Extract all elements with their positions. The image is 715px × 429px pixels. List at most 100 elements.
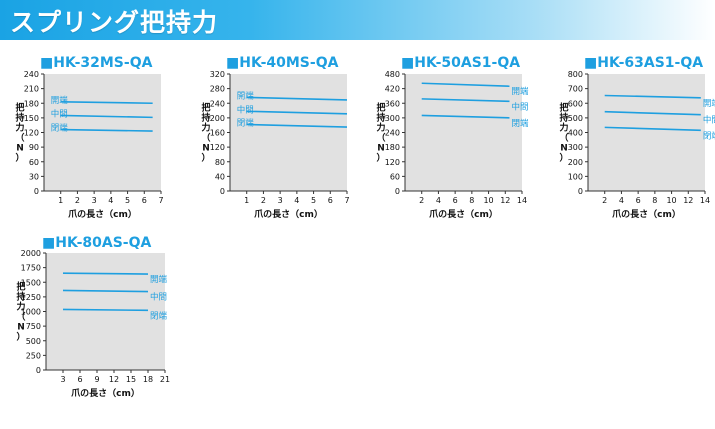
y-axis-label-char: （ <box>376 133 385 144</box>
chart-title: ■HK-40MS-QA <box>226 55 339 71</box>
series-line-1 <box>60 114 153 119</box>
series-line-2 <box>62 308 149 312</box>
y-tick-label: 200 <box>568 158 583 167</box>
y-tick-label: 30 <box>29 172 39 181</box>
y-tick-label: 0 <box>34 187 39 196</box>
x-axis-label: 爪の長さ（cm） <box>429 209 498 220</box>
y-tick-label: 500 <box>26 337 41 346</box>
y-axis-label: 把持力（ N） <box>16 281 25 343</box>
plot-area <box>46 253 165 370</box>
y-tick-label: 700 <box>568 85 583 94</box>
title-text: HK-32MS-QA <box>53 55 152 71</box>
y-tick-label: 120 <box>210 143 225 152</box>
x-tick-label: 7 <box>158 196 163 205</box>
chart-hk-32ms-qa: ■HK-32MS-QA 0 30 60 90 120 150 180 210 240 1 2 3 4 5 6 7… <box>14 55 211 231</box>
y-tick-label: 750 <box>26 322 41 331</box>
x-tick-label: 1 <box>58 196 63 205</box>
chart-svg: ■HK-63AS1-QA 0 100 200 300 400 500 600 700 800 2 4 6… <box>559 55 715 220</box>
x-tick-label: 9 <box>94 375 99 384</box>
chart-title: ■HK-80AS-QA <box>42 235 152 251</box>
y-axis-label: 把持力（ N） <box>376 102 385 164</box>
y-axis-label-char: 持 <box>15 112 24 124</box>
x-tick-label: 2 <box>75 196 80 205</box>
y-axis-label-char: 把 <box>376 102 385 114</box>
x-tick-label: 3 <box>92 196 97 205</box>
y-tick-label: 200 <box>210 114 225 123</box>
y-tick-label: 80 <box>215 158 225 167</box>
y-tick-label: 250 <box>26 351 41 360</box>
series-line-0 <box>246 96 348 101</box>
x-tick-label: 3 <box>278 196 283 205</box>
y-tick-label: 300 <box>568 143 583 152</box>
y-tick-label: 800 <box>568 70 583 79</box>
x-tick-label: 5 <box>125 196 130 205</box>
x-axis-label: 爪の長さ（cm） <box>612 209 681 220</box>
y-axis-label: 把持力（ N） <box>15 102 24 164</box>
y-tick-label: 120 <box>24 129 39 138</box>
y-tick-label: 1250 <box>21 293 41 302</box>
y-tick-label: 0 <box>395 187 400 196</box>
y-tick-label: 280 <box>210 85 225 94</box>
series-label-0: 開端 <box>237 90 255 101</box>
chart-title: ■HK-32MS-QA <box>40 55 153 71</box>
series-line-2 <box>604 126 701 132</box>
chart-title: ■HK-50AS1-QA <box>401 55 520 71</box>
series-label-2: 閉端 <box>237 117 255 128</box>
y-tick-label: 0 <box>220 187 225 196</box>
chart-svg: ■HK-80AS-QA 0 250 500 750 1000 1250 1500 1750 200… <box>16 235 170 399</box>
x-tick-label: 3 <box>60 375 65 384</box>
y-tick-label: 210 <box>24 85 39 94</box>
series-label-2: 閉端 <box>150 310 168 321</box>
y-axis-label-char: N <box>17 323 25 333</box>
y-axis-label: 把持力（ N） <box>559 102 568 164</box>
y-axis-label-char: （ <box>201 133 210 144</box>
y-axis-label-char: 力 <box>16 301 25 313</box>
x-tick-label: 6 <box>142 196 147 205</box>
y-axis-label-char: N <box>16 144 24 154</box>
title-text: HK-63AS1-QA <box>597 55 703 71</box>
x-tick-label: 4 <box>108 196 113 205</box>
series-label-0: 開端 <box>51 95 69 106</box>
y-axis-label-char: 把 <box>201 102 210 114</box>
y-axis-label-char: ） <box>376 153 385 164</box>
y-axis-label-char: 持 <box>16 291 25 303</box>
chart-hk-40ms-qa: ■HK-40MS-QA 0 40 80 120 160 200 240 280 320 1 2 3 4 5 6… <box>200 55 397 231</box>
y-tick-label: 100 <box>568 172 583 181</box>
x-tick-label: 14 <box>517 196 527 205</box>
series-line-0 <box>60 100 153 105</box>
series-line-1 <box>421 98 510 103</box>
x-tick-label: 6 <box>453 196 458 205</box>
x-tick-label: 2 <box>602 196 607 205</box>
series-label-2: 閉端 <box>51 123 69 134</box>
plot-area <box>588 74 705 191</box>
series-label-1: 中間 <box>511 101 528 112</box>
series-line-2 <box>246 123 348 128</box>
chart-title: ■HK-63AS1-QA <box>584 55 703 71</box>
x-tick-label: 6 <box>77 375 82 384</box>
x-tick-label: 6 <box>328 196 333 205</box>
series-label-1: 中間 <box>150 292 167 303</box>
series-label-2: 閉端 <box>511 118 529 129</box>
x-axis-label: 爪の長さ（cm） <box>254 209 323 220</box>
chart-hk-80as-qa: ■HK-80AS-QA 0 250 500 750 1000 1250 1500 1750 200… <box>8 235 215 410</box>
series-line-0 <box>604 94 701 99</box>
series-label-1: 中間 <box>703 115 715 126</box>
x-tick-label: 6 <box>636 196 641 205</box>
x-tick-label: 12 <box>683 196 693 205</box>
y-tick-label: 240 <box>24 70 39 79</box>
y-axis-label: 把持力（ N） <box>201 102 210 164</box>
x-tick-label: 1 <box>244 196 249 205</box>
chart-svg: ■HK-40MS-QA 0 40 80 120 160 200 240 280 320 1 2 3 4 5 6… <box>201 55 349 220</box>
y-tick-label: 120 <box>385 158 400 167</box>
x-tick-label: 12 <box>109 375 119 384</box>
y-tick-label: 400 <box>568 129 583 138</box>
series-line-1 <box>604 110 701 116</box>
series-line-1 <box>246 110 348 115</box>
x-tick-label: 21 <box>160 375 170 384</box>
x-tick-label: 7 <box>344 196 349 205</box>
y-tick-label: 150 <box>24 114 39 123</box>
y-tick-label: 0 <box>578 187 583 196</box>
y-axis-label-char: ） <box>559 153 568 164</box>
x-tick-label: 14 <box>700 196 710 205</box>
y-axis-label-char: 力 <box>201 122 210 134</box>
